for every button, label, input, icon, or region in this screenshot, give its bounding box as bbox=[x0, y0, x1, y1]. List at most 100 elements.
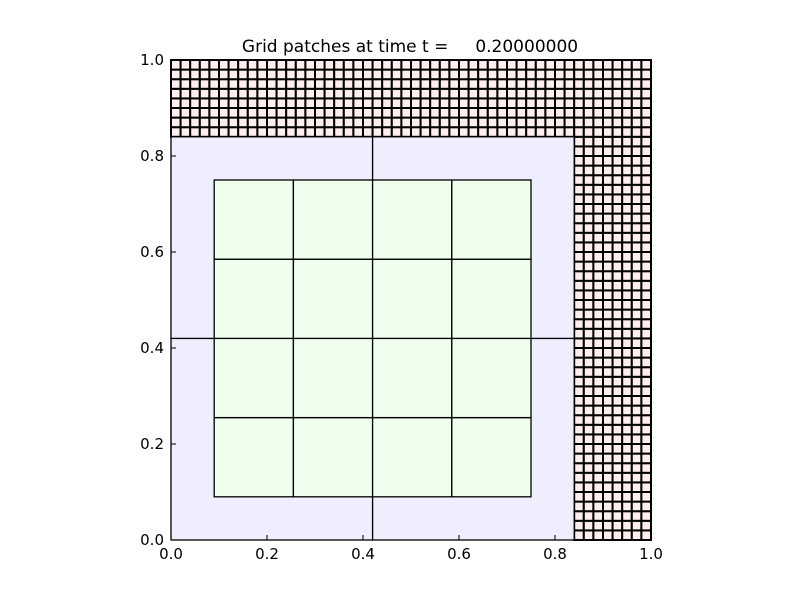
grid-cell bbox=[451, 337, 532, 419]
grid-cell bbox=[640, 145, 653, 157]
grid-cell bbox=[592, 231, 605, 244]
grid-cell bbox=[429, 87, 441, 100]
grid-cell bbox=[640, 59, 653, 71]
grid-cell bbox=[602, 260, 614, 273]
grid-cell bbox=[198, 59, 211, 71]
grid-cell bbox=[611, 164, 624, 177]
grid-cell bbox=[314, 126, 326, 138]
grid-cell bbox=[573, 231, 585, 244]
grid-cell bbox=[381, 68, 393, 81]
grid-cell bbox=[314, 59, 326, 71]
grid-cell bbox=[621, 433, 633, 445]
grid-cell bbox=[333, 59, 345, 71]
grid-cell bbox=[621, 97, 633, 110]
grid-cell bbox=[294, 87, 307, 100]
grid-cell bbox=[640, 375, 653, 388]
grid-cell bbox=[611, 529, 624, 542]
grid-cell bbox=[246, 126, 259, 138]
grid-cell bbox=[640, 203, 653, 215]
grid-cell bbox=[381, 97, 393, 110]
grid-cell bbox=[602, 241, 614, 253]
grid-cell bbox=[371, 87, 384, 100]
grid-cell bbox=[611, 203, 624, 215]
grid-cell bbox=[630, 433, 643, 445]
grid-cell bbox=[621, 231, 633, 244]
grid-cell bbox=[400, 107, 412, 119]
grid-cell bbox=[573, 433, 585, 445]
grid-cell bbox=[602, 231, 614, 244]
grid-cell bbox=[582, 395, 595, 407]
grid-cell bbox=[227, 87, 240, 100]
grid-cell bbox=[198, 126, 211, 138]
grid-cell bbox=[602, 356, 614, 369]
grid-cell bbox=[323, 68, 336, 81]
grid-cell bbox=[496, 116, 508, 129]
grid-cell bbox=[352, 126, 364, 138]
grid-cell bbox=[573, 174, 585, 186]
grid-cell bbox=[285, 107, 297, 119]
grid-cell bbox=[371, 337, 453, 419]
grid-cell bbox=[573, 356, 585, 369]
grid-cell bbox=[621, 145, 633, 157]
grid-cell bbox=[630, 500, 643, 513]
grid-cell bbox=[314, 97, 326, 110]
grid-cell bbox=[371, 59, 384, 71]
grid-cell bbox=[582, 375, 595, 388]
grid-cell bbox=[592, 279, 605, 292]
grid-cell bbox=[554, 78, 566, 90]
grid-cell bbox=[582, 289, 595, 301]
grid-cell bbox=[582, 443, 595, 455]
grid-cell bbox=[621, 462, 633, 474]
grid-cell bbox=[573, 68, 585, 81]
grid-cell bbox=[573, 327, 585, 340]
grid-cell bbox=[592, 347, 605, 359]
grid-cell bbox=[189, 87, 201, 100]
grid-cell bbox=[410, 126, 422, 138]
grid-cell bbox=[573, 366, 585, 378]
grid-cell bbox=[342, 59, 355, 71]
grid-cell bbox=[410, 107, 422, 119]
grid-cell bbox=[640, 116, 653, 129]
grid-cell bbox=[189, 78, 201, 90]
grid-cell bbox=[515, 87, 528, 100]
grid-cell bbox=[592, 183, 605, 196]
grid-cell bbox=[496, 97, 508, 110]
grid-cell bbox=[630, 289, 643, 301]
grid-cell bbox=[640, 308, 653, 321]
grid-cell bbox=[640, 78, 653, 90]
grid-cell bbox=[390, 78, 403, 90]
grid-cell bbox=[294, 68, 307, 81]
grid-cell bbox=[592, 519, 605, 532]
grid-cell bbox=[544, 97, 557, 110]
grid-cell bbox=[621, 500, 633, 513]
grid-cell bbox=[506, 68, 518, 81]
grid-cell bbox=[592, 107, 605, 119]
grid-cell bbox=[592, 155, 605, 167]
grid-cell bbox=[256, 59, 268, 71]
grid-cell bbox=[621, 471, 633, 484]
grid-cell bbox=[640, 279, 653, 292]
grid-cell bbox=[602, 279, 614, 292]
grid-cell bbox=[563, 59, 576, 71]
grid-cell bbox=[381, 59, 393, 71]
grid-cell bbox=[592, 500, 605, 513]
grid-cell bbox=[438, 126, 451, 138]
grid-cell bbox=[611, 68, 624, 81]
grid-cell bbox=[419, 59, 432, 71]
grid-cell bbox=[246, 107, 259, 119]
grid-cell bbox=[640, 155, 653, 167]
grid-cell bbox=[275, 126, 288, 138]
grid-cell bbox=[563, 68, 576, 81]
grid-cell bbox=[467, 116, 480, 129]
grid-cell bbox=[630, 481, 643, 493]
grid-cell bbox=[640, 231, 653, 244]
grid-cell bbox=[458, 97, 470, 110]
grid-cell bbox=[448, 126, 460, 138]
grid-cell bbox=[544, 116, 557, 129]
grid-cell bbox=[630, 414, 643, 426]
grid-cell bbox=[554, 107, 566, 119]
grid-cell bbox=[592, 327, 605, 340]
y-tick-label: 1.0 bbox=[140, 51, 164, 69]
grid-cell bbox=[544, 126, 557, 138]
grid-cell bbox=[602, 385, 614, 397]
